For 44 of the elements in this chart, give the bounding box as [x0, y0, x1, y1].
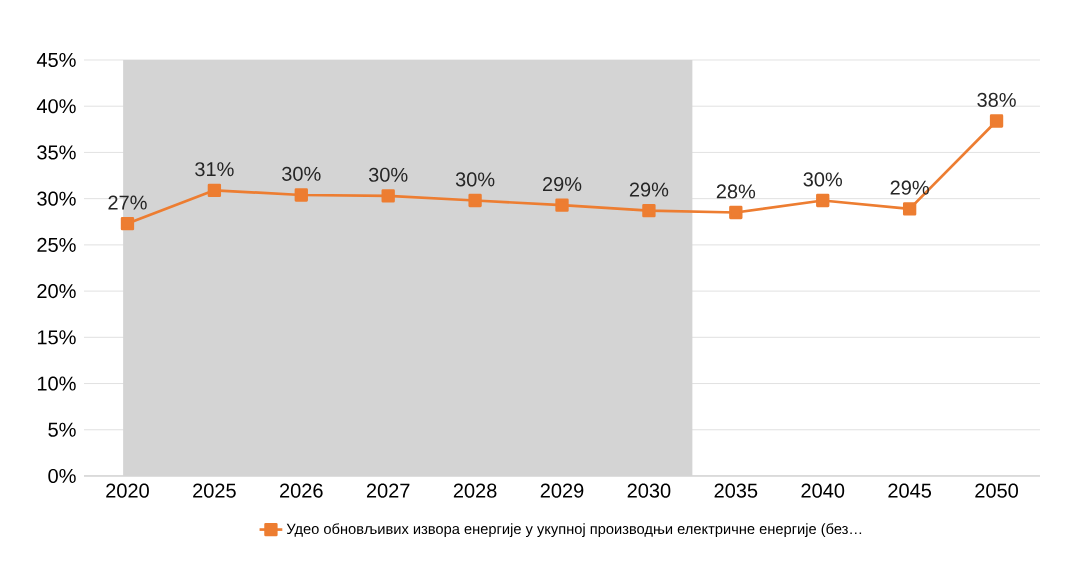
point — [468, 193, 482, 208]
x-tick-label: 2028 — [453, 483, 497, 498]
point — [207, 183, 222, 198]
y-tick-label: 5% — [48, 422, 76, 437]
data-label: 31% — [195, 162, 234, 177]
point — [381, 189, 395, 203]
point — [902, 202, 917, 216]
y-tick-label: 10% — [37, 376, 76, 391]
point — [555, 198, 569, 212]
data-label: 30% — [368, 167, 408, 182]
data-label: 30% — [282, 166, 321, 181]
data-label: 28% — [716, 184, 756, 199]
data-label: 27% — [108, 195, 147, 210]
x-tick-label: 2035 — [714, 483, 758, 498]
data-label: 30% — [803, 172, 843, 187]
data-label: 29% — [543, 176, 582, 192]
point — [816, 193, 830, 208]
data-label: 29% — [629, 182, 669, 197]
point — [642, 204, 656, 218]
x-tick-label: 2020 — [106, 483, 149, 498]
data-label: 38% — [977, 92, 1016, 107]
point — [294, 188, 308, 202]
point — [989, 114, 1004, 128]
y-tick-label: 25% — [37, 237, 76, 252]
y-tick-label: 45% — [36, 52, 76, 68]
x-tick-label: 2040 — [801, 483, 845, 498]
y-tick-label: 35% — [37, 145, 76, 160]
x-tick-label: 2029 — [540, 483, 584, 498]
x-tick-label: 2027 — [366, 483, 410, 498]
x-tick-label: 2045 — [888, 483, 932, 498]
y-tick-label: 15% — [37, 330, 76, 345]
data-label: 29% — [890, 180, 929, 195]
point — [120, 216, 135, 231]
point — [729, 205, 743, 220]
x-tick-label: 2026 — [280, 483, 323, 498]
x-tick-label: 2030 — [627, 483, 671, 498]
data-label: 30% — [455, 172, 495, 187]
y-tick-label: 30% — [37, 191, 76, 206]
x-tick-label: 2025 — [193, 483, 236, 498]
y-tick-label: 20% — [37, 284, 76, 299]
y-tick-label: 0% — [48, 468, 76, 484]
legend-label: Удео обновљивих извора енергије у укупној производњи електричне енергије (без… — [286, 523, 862, 537]
y-tick-label: 40% — [36, 99, 76, 114]
x-tick-label: 2050 — [975, 483, 1018, 498]
